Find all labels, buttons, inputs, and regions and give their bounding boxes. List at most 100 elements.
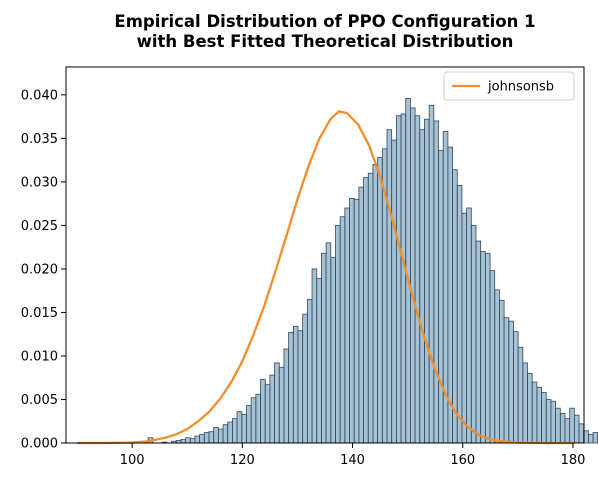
y-tick-label: 0.000 xyxy=(21,437,58,452)
histogram-bar xyxy=(414,115,421,444)
histogram-bar xyxy=(185,437,191,444)
y-tick-label: 0.025 xyxy=(21,219,58,234)
histogram-bar xyxy=(559,413,566,444)
histogram-bar xyxy=(372,164,379,444)
histogram-bar xyxy=(227,421,233,444)
histogram-bar xyxy=(199,433,205,444)
y-tick-label: 0.010 xyxy=(21,349,58,364)
histogram-bar xyxy=(550,400,557,444)
histogram-bar xyxy=(278,366,285,444)
histogram-bar xyxy=(391,139,397,444)
histogram-bar xyxy=(358,186,364,444)
histogram-bar xyxy=(208,431,215,444)
histogram-bar xyxy=(330,257,336,444)
histogram-bar xyxy=(217,428,224,444)
histogram-bar xyxy=(555,407,561,444)
histogram-bar xyxy=(536,386,542,444)
histogram-bar xyxy=(349,198,355,444)
histogram-bar xyxy=(564,418,571,444)
legend-label: johnsonsb xyxy=(487,80,554,95)
histogram-bar xyxy=(302,313,308,444)
histogram-bar xyxy=(541,392,547,444)
histogram-bar xyxy=(395,115,402,444)
histogram-bar xyxy=(545,399,552,444)
axes-frame xyxy=(65,66,585,444)
histogram-bar xyxy=(213,426,219,444)
fit-curve-line xyxy=(77,110,573,445)
y-tick-label: 0.030 xyxy=(21,175,58,190)
histogram-bar xyxy=(480,251,486,444)
x-tick-label: 180 xyxy=(561,453,586,468)
histogram-bar xyxy=(522,362,528,444)
histogram-bar xyxy=(466,207,472,444)
histogram-bar xyxy=(274,362,280,444)
histogram-bar xyxy=(503,317,510,444)
histogram-bar xyxy=(283,348,290,444)
x-tick-label: 160 xyxy=(450,453,475,468)
histogram-bar xyxy=(325,242,332,444)
histogram-bar xyxy=(475,240,482,444)
chart-title-line-2: with Best Fitted Theoretical Distributio… xyxy=(136,32,514,51)
histogram-bar xyxy=(203,432,210,444)
histogram-bar xyxy=(592,432,598,444)
histogram-bar xyxy=(194,435,201,444)
y-tick-label: 0.020 xyxy=(21,262,58,277)
histogram-bar xyxy=(508,320,514,444)
histogram-bar xyxy=(452,169,458,444)
histogram-bar xyxy=(419,129,425,444)
histogram-bar xyxy=(433,120,439,444)
histogram-bar xyxy=(578,423,585,444)
histogram-bar xyxy=(513,331,519,444)
histogram-bar xyxy=(189,438,196,444)
histogram-bar xyxy=(353,198,360,444)
histogram-bar xyxy=(494,289,500,444)
histogram-bars xyxy=(147,97,598,444)
histogram-bar xyxy=(292,325,299,444)
histogram-bar xyxy=(264,384,271,444)
histogram-bar xyxy=(250,397,257,444)
chart-title-line-1: Empirical Distribution of PPO Configurat… xyxy=(114,12,536,31)
histogram-bar xyxy=(241,413,247,444)
histogram-bar xyxy=(569,407,575,444)
histogram-bar xyxy=(428,104,435,444)
histogram-bar xyxy=(335,225,341,444)
histogram-bar xyxy=(438,150,444,444)
histogram-bar xyxy=(180,439,186,444)
histogram-bar xyxy=(363,177,369,444)
histogram-bar xyxy=(306,298,313,444)
histogram-bar xyxy=(316,278,322,444)
histogram-bar xyxy=(489,270,496,444)
chart-title: Empirical Distribution of PPO Configurat… xyxy=(66,12,584,52)
legend: johnsonsb xyxy=(443,71,575,101)
histogram-bar xyxy=(484,252,491,444)
histogram-bar xyxy=(339,216,346,444)
histogram-bar xyxy=(297,330,304,444)
histogram-bar xyxy=(461,212,468,444)
histogram-bar xyxy=(260,379,266,444)
y-tick-label: 0.035 xyxy=(21,132,58,147)
x-tick-label: 100 xyxy=(120,453,145,468)
histogram-bar xyxy=(517,346,524,444)
histogram-bar xyxy=(367,172,374,444)
histogram-bar xyxy=(232,418,238,444)
histogram-bar xyxy=(527,372,533,444)
histogram-bar xyxy=(246,405,252,444)
x-axis: 100 120 140 160 180 xyxy=(120,443,586,468)
histogram-bar xyxy=(470,225,477,444)
histogram-bar xyxy=(531,381,538,444)
y-axis: 0.000 0.005 0.010 0.015 0.020 0.025 0.030 0.035… xyxy=(21,88,66,452)
histogram-bar xyxy=(236,411,243,444)
histogram-bar xyxy=(344,207,350,444)
histogram-bar xyxy=(321,252,327,444)
histogram-bar xyxy=(288,332,294,444)
histogram-bar xyxy=(456,184,463,444)
histogram-bar xyxy=(410,107,416,444)
histogram-bar xyxy=(400,113,407,444)
histogram-bar xyxy=(424,118,430,444)
histogram-bar xyxy=(386,129,393,444)
histogram-bar xyxy=(499,299,505,444)
histogram-bar xyxy=(588,433,594,444)
histogram-bar xyxy=(269,374,275,444)
histogram-bar xyxy=(573,414,580,444)
